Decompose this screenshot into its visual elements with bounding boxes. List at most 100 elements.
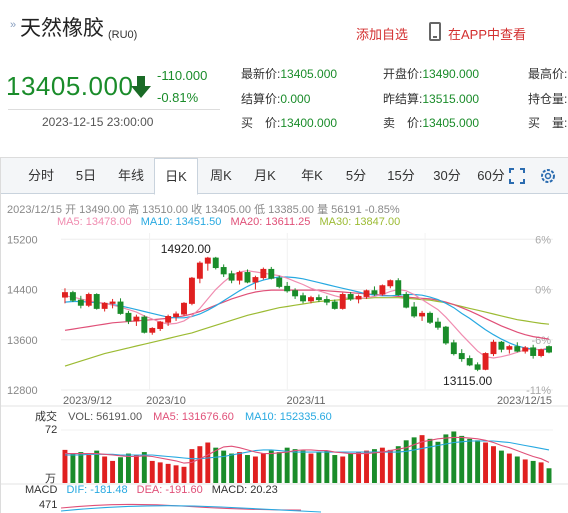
volume-bar [332,455,338,483]
volume-bar [316,452,322,483]
field-bid-volume: 买 量: [528,116,568,130]
volume-axis-unit: 万 [45,473,56,485]
field-ask: 卖 价:13405.000 [383,116,480,130]
volume-ma10-line [65,440,550,460]
tab-5min[interactable]: 5分 [345,168,367,183]
candle-body [276,277,283,287]
tab-15min[interactable]: 15分 [387,168,415,183]
volume-bar [118,457,123,483]
y-tick-label: 15200 [7,234,38,246]
tab-60min[interactable]: 60分 [477,168,505,183]
candle-body [395,280,402,296]
open-in-app-button[interactable]: 在APP中查看 [448,27,527,42]
ohlc-readout: 2023/12/15 开 13490.00 高 13510.00 收 13405… [7,204,400,216]
volume-bar [467,438,473,483]
tab-daily-k[interactable]: 日K [154,158,198,195]
gear-icon[interactable] [539,167,557,185]
volume-bar [181,466,187,483]
volume-bar [356,452,362,483]
volume-bar [308,453,314,483]
title-bar: » 天然橡胶 (RU0) 添加自选 在APP中查看 [0,0,568,50]
volume-bar [530,460,536,483]
volume-bar [506,453,512,483]
add-watchlist-button[interactable]: 添加自选 [356,27,409,42]
tab-5day[interactable]: 5日 [75,168,97,183]
candle-body [268,268,275,279]
tab-year-line[interactable]: 年线 [117,168,144,183]
volume-bar [221,450,227,483]
candle-body [188,277,195,304]
macd-value: MACD: 20.23 [211,484,278,496]
candle-body [331,301,338,309]
x-tick-label: 2023/12/15 [497,395,552,407]
price-change-pct: -0.81% [157,90,199,105]
candle-body [228,273,235,281]
y-tick-label: 12800 [7,385,38,397]
x-tick-label: 2023/10 [146,395,186,407]
volume-ma5: MA5: 131676.60 [153,411,234,423]
high-annotation: 14920.00 [161,242,211,256]
volume-bar [205,442,211,483]
field-prev-settle: 昨结算:13515.000 [383,92,480,106]
tab-weekly-k[interactable]: 周K [210,168,232,183]
candle-body [474,364,481,370]
candle-body [347,294,354,300]
volume-bar [411,437,417,483]
macd-title: MACD [25,484,58,496]
candle-body [109,301,116,304]
candle-body [323,299,330,303]
volume-bar [252,456,258,483]
volume-bar [324,450,330,483]
candle-body [260,268,267,279]
volume-bar [364,450,369,483]
tab-yearly-k[interactable]: 年K [301,168,323,183]
volume-bar [86,455,92,483]
volume-bar [213,447,219,483]
candle-body [204,257,211,264]
candle-body [117,301,124,314]
candle-body [490,341,497,355]
candle-body [355,295,362,300]
expand-arrow-icon[interactable]: » [10,19,17,31]
volume-bar [498,450,504,483]
volume-bar [133,455,139,483]
price-change: -110.000 [157,68,208,83]
volume-bar [94,450,100,483]
tab-timeshare[interactable]: 分时 [27,168,54,183]
pct-tick-label: -6% [531,335,551,347]
candle-body [141,316,148,333]
quote-panel: 13405.000 -110.000 -0.81% 2023-12-15 23:… [0,60,568,140]
volume-bar [260,453,266,483]
last-price: 13405.000 [6,71,134,101]
field-high: 最高价: [528,67,568,81]
candle-body [458,353,465,360]
tab-30min[interactable]: 30分 [433,168,461,183]
volume-title: 成交 [35,411,57,423]
fullscreen-icon[interactable] [509,168,525,184]
ma5-label: MA5: 13478.00 [57,216,132,228]
candle-body [236,272,243,281]
volume-bar [387,449,393,483]
candle-body [85,294,92,306]
volume-bar [451,431,457,483]
volume-value: VOL: 56191.00 [68,411,143,423]
y-tick-label: 13600 [7,335,38,347]
candle-body [546,346,552,353]
kline-chart[interactable]: 15200 14400 13600 12800 6% 0% -6% -11% 14920.00 1… [1,158,568,513]
candle-body [315,297,322,301]
candle-body [173,313,180,318]
candle-body [339,294,346,309]
candle-body [165,316,172,323]
tab-monthly-k[interactable]: 月K [254,168,276,183]
y-tick-label: 14400 [7,285,38,297]
candle-body [514,346,521,352]
field-open: 开盘价:13490.000 [383,67,480,81]
ma30-line [64,297,550,367]
candle-body [411,306,418,317]
candle-body [522,347,529,352]
volume-bar [110,460,116,483]
candle-body [427,312,433,323]
period-tabs: 分时 5日 年线 日K 周K 月K 年K 5分 15分 30分 60分 [1,158,568,195]
candle-body [538,349,545,356]
candle-body [212,257,219,269]
